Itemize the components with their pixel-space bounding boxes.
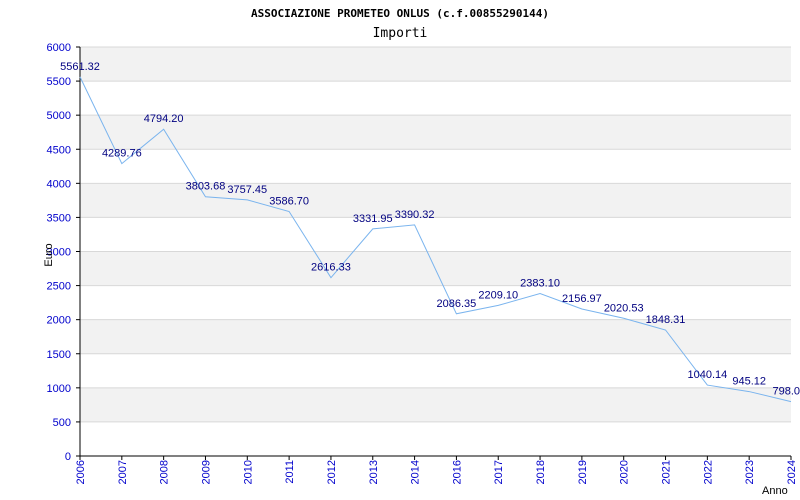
x-tick-label: 2014 bbox=[410, 460, 422, 484]
grid-band bbox=[80, 319, 791, 354]
x-tick-label: 2008 bbox=[159, 460, 171, 484]
x-tick-label: 2006 bbox=[75, 460, 87, 484]
y-tick-label: 0 bbox=[65, 451, 71, 463]
x-tick-label: 2023 bbox=[744, 460, 756, 484]
y-tick-label: 2500 bbox=[47, 281, 71, 293]
data-label: 945.12 bbox=[732, 376, 766, 388]
data-label: 2383.10 bbox=[520, 278, 560, 290]
data-label: 2020.53 bbox=[604, 302, 644, 314]
x-tick-label: 2021 bbox=[661, 460, 673, 484]
y-axis-label: Euro bbox=[43, 243, 55, 266]
chart-title: ASSOCIAZIONE PROMETEO ONLUS (c.f.0085529… bbox=[251, 7, 549, 20]
y-tick-label: 4000 bbox=[47, 178, 71, 190]
x-tick-label: 2019 bbox=[577, 460, 589, 484]
grid-band bbox=[80, 387, 791, 422]
y-tick-label: 1500 bbox=[47, 349, 71, 361]
data-label: 1040.14 bbox=[687, 369, 727, 381]
data-label: 798.0 bbox=[772, 386, 800, 398]
grid-band bbox=[80, 115, 791, 150]
data-label: 2209.10 bbox=[478, 289, 518, 301]
grid-bands bbox=[80, 47, 791, 422]
data-labels: 5561.32 4289.76 4794.20 3803.68 3757.453586.… bbox=[60, 61, 800, 398]
x-tick-label: 2012 bbox=[326, 460, 338, 484]
x-tick-label: 2007 bbox=[117, 460, 129, 484]
grid-band bbox=[80, 183, 791, 218]
y-tick-label: 1000 bbox=[47, 383, 71, 395]
x-tick-label: 2016 bbox=[451, 460, 463, 484]
y-tick-label: 5000 bbox=[47, 110, 71, 122]
y-tick-label: 5500 bbox=[47, 76, 71, 88]
data-label: 3390.32 bbox=[395, 209, 435, 221]
data-label: 2616.33 bbox=[311, 262, 351, 274]
y-tick-label: 4500 bbox=[47, 144, 71, 156]
y-axis-ticks: 0 500 1000 1500 2000 2500 3000 3500 4000 4500 5000… bbox=[47, 42, 80, 463]
x-tick-label: 2017 bbox=[493, 460, 505, 484]
grid-band bbox=[80, 47, 791, 82]
data-label: 4794.20 bbox=[144, 113, 184, 125]
x-tick-label: 2024 bbox=[786, 460, 798, 484]
x-tick-label: 2009 bbox=[200, 460, 212, 484]
x-tick-label: 2022 bbox=[702, 460, 714, 484]
series-line bbox=[79, 76, 792, 403]
x-axis-label: Anno bbox=[762, 485, 788, 497]
x-tick-label: 2020 bbox=[619, 460, 631, 484]
gridlines bbox=[80, 46, 791, 457]
y-tick-label: 6000 bbox=[47, 42, 71, 54]
data-label: 1848.31 bbox=[646, 314, 686, 326]
chart-subtitle: Importi bbox=[373, 26, 428, 41]
data-label: 3803.68 bbox=[186, 181, 226, 193]
x-tick-label: 2010 bbox=[242, 460, 254, 484]
x-axis-ticks: 2006 2007 2008 2009 2010 2011 2012 2013 2014 2016… bbox=[75, 456, 798, 484]
data-label: 3757.45 bbox=[227, 184, 267, 196]
y-tick-label: 3000 bbox=[47, 247, 71, 259]
x-tick-label: 2018 bbox=[535, 460, 547, 484]
y-tick-label: 3500 bbox=[47, 212, 71, 224]
data-label: 2086.35 bbox=[437, 298, 477, 310]
y-tick-label: 500 bbox=[53, 417, 71, 429]
x-tick-label: 2011 bbox=[284, 460, 296, 484]
data-label: 2156.97 bbox=[562, 293, 602, 305]
x-tick-label: 2013 bbox=[368, 460, 380, 484]
y-tick-label: 2000 bbox=[47, 315, 71, 327]
data-label: 3331.95 bbox=[353, 213, 393, 225]
data-label: 3586.70 bbox=[269, 196, 309, 208]
data-label: 5561.32 bbox=[60, 61, 100, 73]
data-label: 4289.76 bbox=[102, 148, 142, 160]
